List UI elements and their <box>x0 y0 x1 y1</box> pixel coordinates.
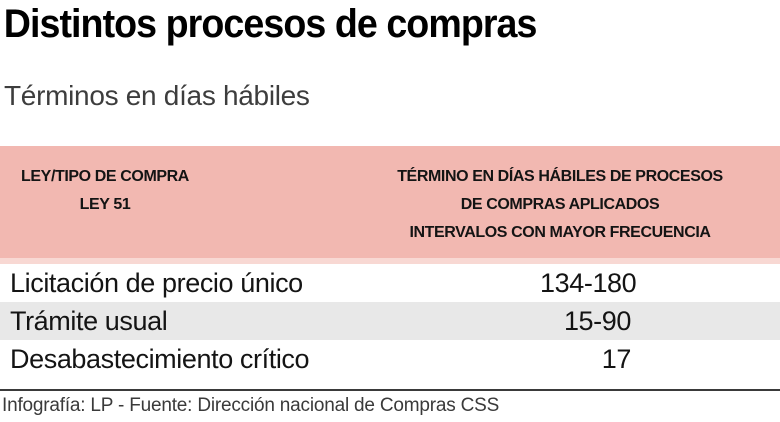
column-header-law-type: LEY/TIPO DE COMPRA LEY 51 <box>0 163 210 258</box>
row-value: 17 <box>601 343 632 374</box>
table-row: Trámite usual 15-90 <box>0 302 780 340</box>
table-row: Desabastecimiento crítico 17 <box>0 340 780 378</box>
table-row: Licitación de precio único 134-180 <box>0 264 780 302</box>
column-header-term-days-line3: INTERVALOS CON MAYOR FRECUENCIA <box>409 224 711 241</box>
row-value: 134-180 <box>540 267 637 298</box>
table-header-row: LEY/TIPO DE COMPRA LEY 51 TÉRMINO EN DÍA… <box>0 146 780 258</box>
data-table: LEY/TIPO DE COMPRA LEY 51 TÉRMINO EN DÍA… <box>0 146 780 378</box>
column-header-term-days: TÉRMINO EN DÍAS HÁBILES DE PROCESOS DE C… <box>210 163 780 258</box>
row-value: 15-90 <box>563 305 631 336</box>
column-header-law-type-line2: LEY 51 <box>79 196 131 213</box>
column-header-law-type-line1: LEY/TIPO DE COMPRA <box>21 168 189 185</box>
footer-credit: Infografía: LP - Fuente: Dirección nacio… <box>2 395 500 416</box>
row-label: Trámite usual <box>10 305 168 336</box>
column-header-term-days-line1: TÉRMINO EN DÍAS HÁBILES DE PROCESOS <box>397 168 723 185</box>
row-label: Desabastecimiento crítico <box>10 343 310 374</box>
header-bottom-strip <box>0 258 780 264</box>
subtitle: Términos en días hábiles <box>4 80 310 111</box>
row-label: Licitación de precio único <box>10 267 303 298</box>
footer-divider <box>0 389 780 391</box>
column-header-term-days-line2: DE COMPRAS APLICADOS <box>460 196 660 213</box>
page-title: Distintos procesos de compras <box>3 2 538 46</box>
